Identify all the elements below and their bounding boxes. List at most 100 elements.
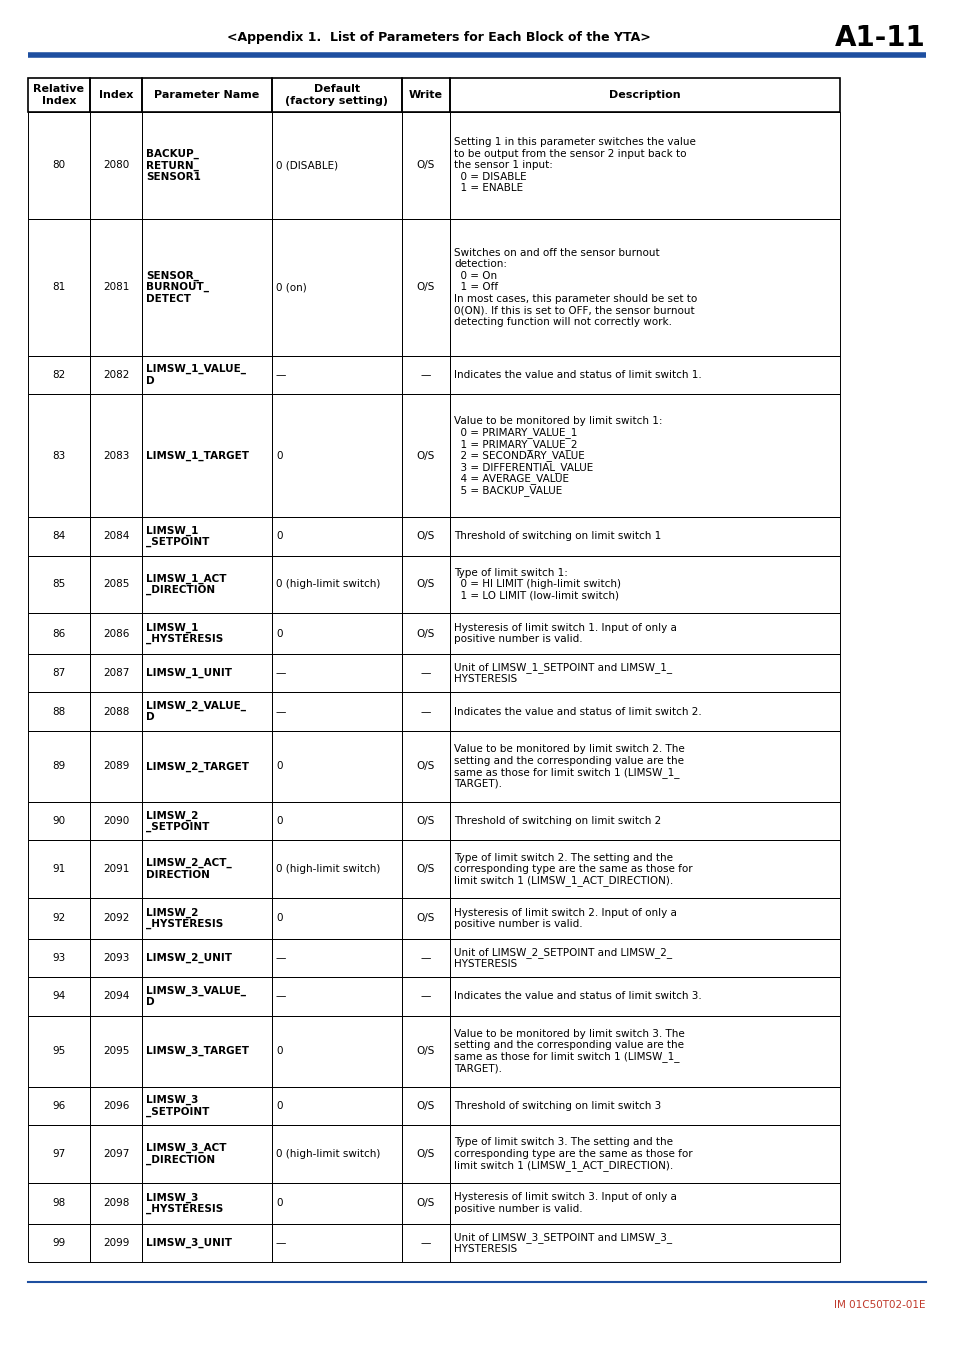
Bar [401, 112, 450, 219]
Bar [272, 219, 401, 355]
Bar [90, 613, 142, 655]
Text: 0: 0 [275, 1046, 282, 1056]
Text: Description: Description [609, 90, 680, 100]
Bar [142, 112, 272, 219]
Text: —: — [420, 953, 431, 963]
Text: 2093: 2093 [103, 953, 129, 963]
Text: LIMSW_3: LIMSW_3 [146, 1192, 198, 1203]
Text: 2083: 2083 [103, 451, 129, 460]
Text: O/S: O/S [416, 914, 435, 923]
Text: detection:: detection: [454, 259, 506, 269]
Text: Threshold of switching on limit switch 2: Threshold of switching on limit switch 2 [454, 817, 660, 826]
Bar [142, 517, 272, 556]
Text: BURNOUT_: BURNOUT_ [146, 282, 209, 293]
Bar [401, 655, 450, 693]
Bar [28, 655, 90, 693]
Text: O/S: O/S [416, 161, 435, 170]
Bar [28, 78, 90, 112]
Text: Write: Write [409, 90, 442, 100]
Text: 2092: 2092 [103, 914, 129, 923]
Text: 97: 97 [52, 1149, 66, 1158]
Text: TARGET).: TARGET). [454, 1064, 501, 1073]
Bar [401, 613, 450, 655]
Text: —: — [275, 1238, 286, 1247]
Bar [450, 1223, 840, 1262]
Bar [401, 938, 450, 977]
Bar [142, 1223, 272, 1262]
Text: —: — [275, 370, 286, 379]
Text: Value to be monitored by limit switch 2. The: Value to be monitored by limit switch 2.… [454, 744, 684, 755]
Text: 1 = PRIMARY_VALUE_2: 1 = PRIMARY_VALUE_2 [454, 439, 577, 450]
Text: 0: 0 [275, 451, 282, 460]
Text: to be output from the sensor 2 input back to: to be output from the sensor 2 input bac… [454, 148, 686, 159]
Text: HYSTERESIS: HYSTERESIS [454, 1243, 517, 1254]
Bar [90, 898, 142, 938]
Text: Switches on and off the sensor burnout: Switches on and off the sensor burnout [454, 248, 659, 258]
Text: DIRECTION: DIRECTION [146, 869, 210, 880]
Text: O/S: O/S [416, 629, 435, 639]
Text: setting and the corresponding value are the: setting and the corresponding value are … [454, 756, 683, 765]
Text: LIMSW_1_VALUE_: LIMSW_1_VALUE_ [146, 364, 246, 374]
Bar [142, 977, 272, 1015]
Bar [272, 693, 401, 730]
Text: 2099: 2099 [103, 1238, 129, 1247]
Text: 89: 89 [52, 761, 66, 771]
Bar [28, 1125, 90, 1183]
Text: positive number is valid.: positive number is valid. [454, 634, 582, 644]
Text: O/S: O/S [416, 282, 435, 292]
Text: Threshold of switching on limit switch 3: Threshold of switching on limit switch 3 [454, 1102, 660, 1111]
Text: 2085: 2085 [103, 579, 129, 590]
Bar [28, 977, 90, 1015]
Text: Setting 1 in this parameter switches the value: Setting 1 in this parameter switches the… [454, 138, 695, 147]
Bar [90, 1183, 142, 1223]
Text: DETECT: DETECT [146, 294, 191, 304]
Text: Indicates the value and status of limit switch 3.: Indicates the value and status of limit … [454, 991, 701, 1002]
Text: 2082: 2082 [103, 370, 129, 379]
Bar [401, 1087, 450, 1125]
Text: 0: 0 [275, 817, 282, 826]
Text: 90: 90 [52, 817, 66, 826]
Bar [28, 1087, 90, 1125]
Text: the sensor 1 input:: the sensor 1 input: [454, 161, 553, 170]
Text: LIMSW_3_UNIT: LIMSW_3_UNIT [146, 1238, 232, 1247]
Bar [272, 394, 401, 517]
Bar [401, 840, 450, 898]
Bar [28, 802, 90, 840]
Text: _HYSTERESIS: _HYSTERESIS [146, 919, 223, 929]
Text: 0 (DISABLE): 0 (DISABLE) [275, 161, 337, 170]
Text: LIMSW_3_VALUE_: LIMSW_3_VALUE_ [146, 986, 246, 996]
Text: 2091: 2091 [103, 864, 129, 873]
Bar [272, 977, 401, 1015]
Text: 1 = Off: 1 = Off [454, 282, 497, 292]
Text: 0 (high-limit switch): 0 (high-limit switch) [275, 864, 380, 873]
Bar [90, 394, 142, 517]
Text: O/S: O/S [416, 761, 435, 771]
Bar [142, 556, 272, 613]
Bar [450, 112, 840, 219]
Bar [272, 556, 401, 613]
Text: 1 = LO LIMIT (low-limit switch): 1 = LO LIMIT (low-limit switch) [454, 591, 618, 601]
Text: 0: 0 [275, 761, 282, 771]
Bar [450, 219, 840, 355]
Bar [450, 1125, 840, 1183]
Text: Unit of LIMSW_2_SETPOINT and LIMSW_2_: Unit of LIMSW_2_SETPOINT and LIMSW_2_ [454, 946, 672, 957]
Text: LIMSW_2_ACT_: LIMSW_2_ACT_ [146, 859, 232, 868]
Bar [401, 898, 450, 938]
Text: Indicates the value and status of limit switch 2.: Indicates the value and status of limit … [454, 706, 701, 717]
Bar [28, 693, 90, 730]
Text: _DIRECTION: _DIRECTION [146, 1154, 214, 1165]
Text: Index: Index [42, 96, 76, 107]
Text: HYSTERESIS: HYSTERESIS [454, 958, 517, 969]
Text: 1 = ENABLE: 1 = ENABLE [454, 184, 522, 193]
Text: O/S: O/S [416, 1149, 435, 1158]
Bar [28, 938, 90, 977]
Text: 0 = HI LIMIT (high-limit switch): 0 = HI LIMIT (high-limit switch) [454, 579, 620, 590]
Text: 5 = BACKUP_VALUE: 5 = BACKUP_VALUE [454, 485, 561, 495]
Bar [142, 1125, 272, 1183]
Text: 0 (high-limit switch): 0 (high-limit switch) [275, 579, 380, 590]
Text: Relative: Relative [33, 84, 85, 95]
Bar [28, 1015, 90, 1087]
Text: D: D [146, 998, 154, 1007]
Bar [272, 517, 401, 556]
Text: same as those for limit switch 1 (LIMSW_1_: same as those for limit switch 1 (LIMSW_… [454, 1052, 679, 1062]
